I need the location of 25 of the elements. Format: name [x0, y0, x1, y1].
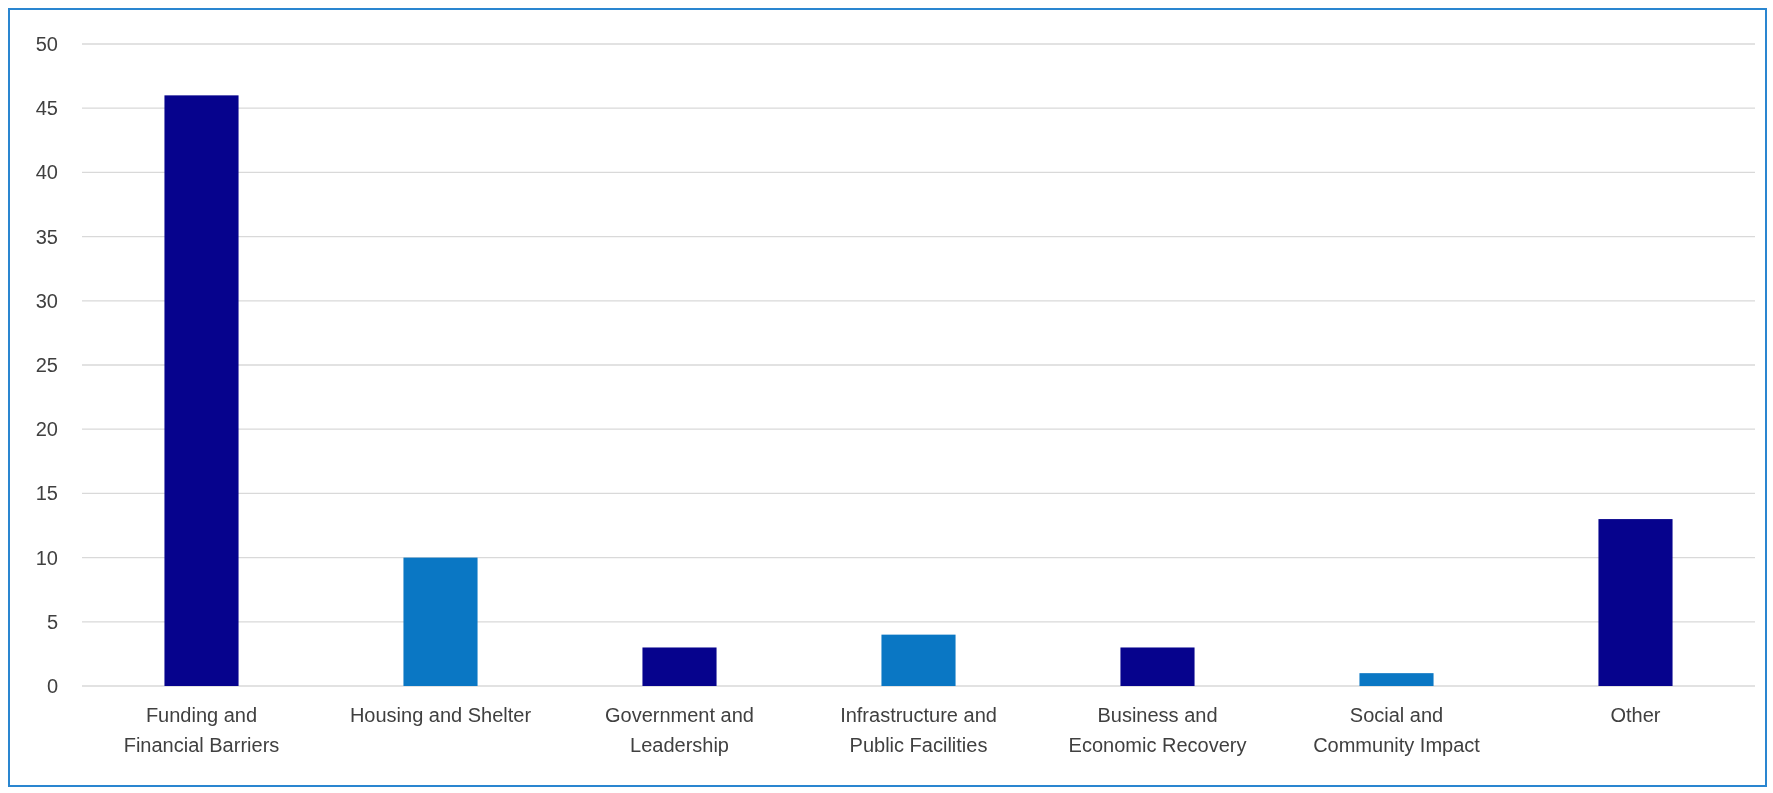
y-tick-label: 0	[46, 675, 58, 697]
y-tick-label: 15	[35, 482, 58, 505]
bar	[164, 95, 239, 686]
y-tick-label: 20	[35, 418, 58, 441]
bar	[881, 634, 956, 686]
x-tick-label: Infrastructure and Public Facilities	[840, 704, 997, 756]
x-tick-label: Funding and Financial Barriers	[123, 704, 280, 756]
x-tick-label: Housing and Shelter	[349, 704, 532, 726]
x-tick-label: Social and Community Impact	[1313, 704, 1481, 756]
x-tick-label: Other	[1610, 704, 1661, 726]
y-tick-label: 45	[35, 97, 58, 120]
x-tick-label: Government and Leadership	[605, 704, 754, 756]
y-tick-label: 25	[35, 354, 58, 376]
y-tick-label: 40	[35, 161, 58, 184]
bar	[642, 647, 717, 686]
y-tick-label: 10	[35, 546, 58, 569]
y-tick-label: 5	[46, 610, 58, 633]
bar	[1120, 647, 1195, 686]
x-tick-label: Business and Economic Recovery	[1068, 704, 1247, 756]
bar	[1598, 519, 1673, 686]
bar	[403, 557, 478, 686]
y-tick-label: 30	[35, 289, 58, 312]
y-tick-label: 35	[35, 225, 58, 248]
y-tick-label: 50	[35, 33, 58, 55]
bar	[1359, 673, 1434, 686]
